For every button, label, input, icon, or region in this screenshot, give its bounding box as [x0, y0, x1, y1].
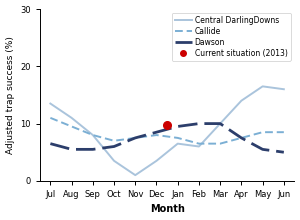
X-axis label: Month: Month	[150, 204, 184, 214]
Legend: Central DarlingDowns, Callide, Dawson, Current situation (2013): Central DarlingDowns, Callide, Dawson, C…	[172, 13, 291, 61]
Y-axis label: Adjusted trap success (%): Adjusted trap success (%)	[6, 36, 15, 154]
